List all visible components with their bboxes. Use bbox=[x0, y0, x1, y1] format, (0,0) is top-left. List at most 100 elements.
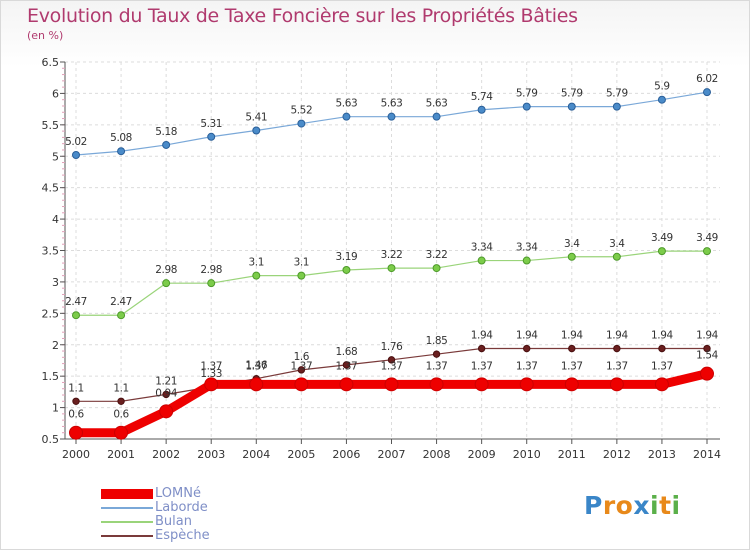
data-point bbox=[294, 377, 309, 392]
chart-subtitle: (en %) bbox=[27, 29, 64, 42]
data-point bbox=[432, 264, 441, 273]
x-tick-label: 2006 bbox=[332, 448, 360, 461]
x-tick-label: 2005 bbox=[287, 448, 315, 461]
legend-swatch bbox=[101, 507, 153, 509]
data-label: 5.02 bbox=[65, 136, 87, 148]
logo-letter: P bbox=[584, 491, 603, 520]
legend-label: Espèche bbox=[155, 528, 210, 543]
data-point bbox=[523, 344, 531, 353]
chart-data-labels: 0.6 0.60.941.37 1.37 1.37 1.37 1.37 1.37 1.37 1.… bbox=[65, 73, 719, 421]
logo-letter: r bbox=[602, 491, 616, 520]
data-point bbox=[297, 366, 306, 374]
data-label: 5.41 bbox=[245, 111, 267, 123]
y-tick-label: 2.5 bbox=[42, 307, 60, 320]
data-label: 3.22 bbox=[381, 249, 403, 261]
x-tick-label: 2011 bbox=[558, 448, 586, 461]
data-label: 3.22 bbox=[426, 249, 448, 261]
data-label: 3.4 bbox=[564, 238, 580, 250]
data-point bbox=[657, 95, 666, 104]
data-label: 1.94 bbox=[606, 330, 628, 342]
data-point bbox=[117, 147, 126, 156]
data-point bbox=[162, 390, 170, 399]
data-point bbox=[477, 256, 486, 265]
data-label: 1.1 bbox=[68, 382, 84, 394]
data-label: 5.63 bbox=[336, 98, 358, 110]
data-label: 3.19 bbox=[336, 251, 358, 263]
x-tick-label: 2004 bbox=[242, 448, 270, 461]
y-tick-label: 5.5 bbox=[42, 119, 60, 132]
y-tick-label: 1.5 bbox=[42, 370, 60, 383]
logo-letter: i bbox=[650, 491, 660, 520]
data-label: 5.18 bbox=[155, 126, 177, 138]
x-tick-label: 2014 bbox=[693, 448, 721, 461]
y-tick-label: 6.5 bbox=[42, 56, 60, 69]
data-point bbox=[568, 344, 576, 353]
data-label: 1.37 bbox=[561, 360, 583, 372]
legend-label: Laborde bbox=[155, 500, 208, 515]
data-label: 5.08 bbox=[110, 132, 132, 144]
data-label: 5.74 bbox=[471, 91, 493, 103]
logo-letter: i bbox=[671, 491, 681, 520]
data-label: 1.1 bbox=[113, 382, 129, 394]
series-2 bbox=[72, 247, 711, 320]
y-tick-label: 4 bbox=[52, 213, 59, 226]
data-label: 6.02 bbox=[696, 73, 718, 85]
data-label: 1.37 bbox=[516, 360, 538, 372]
data-point bbox=[339, 377, 354, 392]
x-tick-label: 2007 bbox=[378, 448, 406, 461]
data-point bbox=[159, 404, 174, 419]
data-point bbox=[432, 112, 441, 121]
legend-swatch bbox=[101, 535, 153, 537]
x-tick-label: 2001 bbox=[107, 448, 135, 461]
data-label: 3.34 bbox=[516, 242, 538, 254]
data-point bbox=[342, 265, 351, 274]
logo-letter: o bbox=[615, 491, 634, 520]
x-tick-label: 2009 bbox=[468, 448, 496, 461]
data-point bbox=[114, 425, 129, 440]
legend-label: LOMNé bbox=[155, 486, 201, 501]
data-label: 1.37 bbox=[381, 360, 403, 372]
data-label: 1.21 bbox=[155, 375, 177, 387]
data-label: 3.49 bbox=[696, 232, 718, 244]
y-tick-label: 0.5 bbox=[42, 433, 60, 446]
data-label: 3.49 bbox=[651, 232, 673, 244]
data-point bbox=[117, 397, 125, 405]
data-point bbox=[657, 247, 666, 256]
data-label: 5.79 bbox=[606, 88, 628, 100]
x-tick-label: 2010 bbox=[513, 448, 541, 461]
proxiti-logo: Proxiti bbox=[584, 491, 681, 520]
logo-letter: t bbox=[659, 491, 672, 520]
data-point bbox=[612, 102, 621, 111]
legend-item: Espèche bbox=[101, 529, 210, 543]
data-label: 1.94 bbox=[561, 330, 583, 342]
y-tick-label: 6 bbox=[52, 87, 59, 100]
data-point bbox=[703, 344, 711, 353]
data-label: 2.47 bbox=[110, 296, 132, 308]
data-label: 1.37 bbox=[471, 360, 493, 372]
data-point bbox=[207, 279, 216, 288]
legend-item: LOMNé bbox=[101, 487, 210, 501]
data-point bbox=[613, 344, 621, 353]
legend-swatch bbox=[101, 521, 153, 523]
y-tick-label: 1 bbox=[52, 402, 59, 415]
data-label: 1.6 bbox=[294, 351, 310, 363]
data-label: 1.37 bbox=[426, 360, 448, 372]
data-point bbox=[477, 344, 486, 353]
data-point bbox=[162, 279, 171, 288]
data-label: 1.94 bbox=[696, 330, 718, 342]
x-tick-label: 2000 bbox=[62, 448, 90, 461]
chart-series bbox=[69, 88, 714, 440]
data-label: 1.94 bbox=[651, 330, 673, 342]
data-point bbox=[658, 344, 666, 353]
data-label: 0.6 bbox=[68, 409, 84, 421]
data-point bbox=[69, 425, 83, 440]
series-1 bbox=[72, 88, 711, 159]
x-tick-label: 2002 bbox=[152, 448, 180, 461]
data-point bbox=[72, 397, 80, 405]
data-point bbox=[204, 377, 219, 392]
data-label: 0.6 bbox=[113, 409, 129, 421]
x-tick-label: 2012 bbox=[603, 448, 631, 461]
data-label: 5.79 bbox=[561, 88, 583, 100]
data-label: 5.79 bbox=[516, 88, 538, 100]
